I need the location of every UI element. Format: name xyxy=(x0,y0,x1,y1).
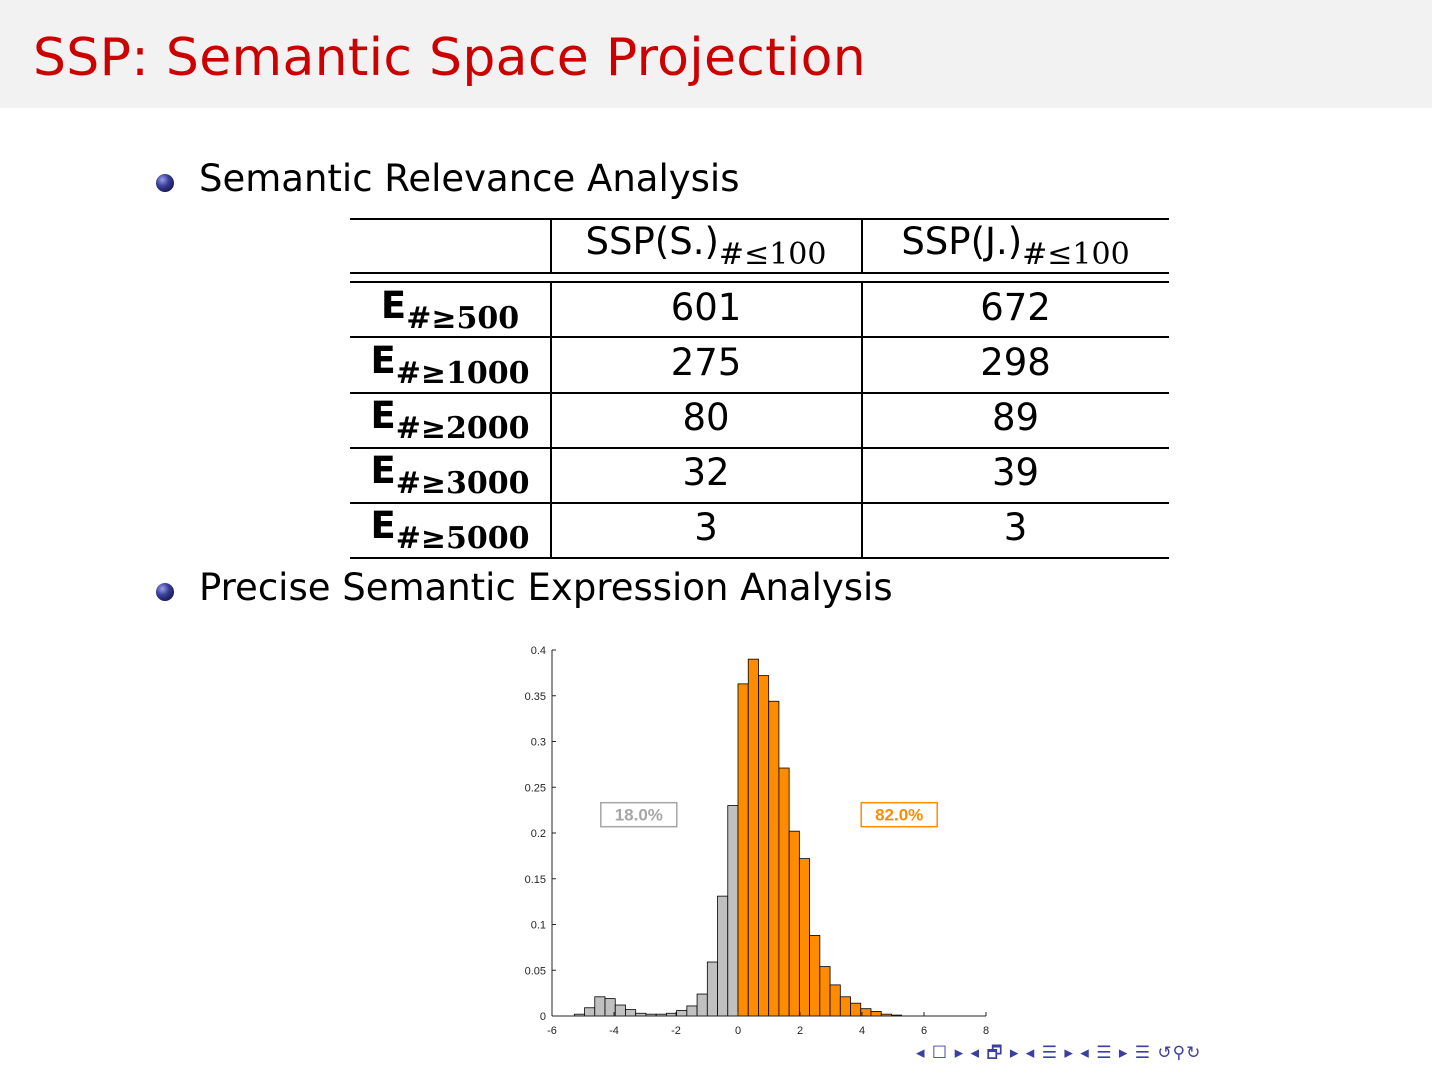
y-tick-label: 0.25 xyxy=(525,782,546,794)
axes-layer: -6 -4 -2 0 2 4 6 8 0 0.05 0.1 0.15 0.2 0.25 0.3 0.35 0.4 xyxy=(525,645,989,1037)
table-cell: 601 xyxy=(670,286,742,329)
bars-layer xyxy=(573,658,903,1017)
x-tick-label: 2 xyxy=(797,1025,803,1037)
y-tick-label: 0.05 xyxy=(525,965,546,977)
histogram-bar xyxy=(747,658,759,1017)
histogram-bar xyxy=(870,1011,882,1017)
bullet-precise-semantic: Precise Semantic Expression Analysis xyxy=(199,566,893,609)
y-tick-label: 0.4 xyxy=(531,645,546,657)
x-tick-label: 4 xyxy=(859,1025,865,1037)
row-header: E#≥2000 xyxy=(370,394,530,446)
histogram-bar xyxy=(758,675,770,1017)
table-cell: 672 xyxy=(980,286,1051,329)
results-table: SSP(S.)#≤100 SSP(J.)#≤100 E#≥500 601 672… xyxy=(350,218,1169,560)
x-tick-label: 0 xyxy=(735,1025,741,1037)
table-cell: 298 xyxy=(980,341,1051,384)
row-header: E#≥500 xyxy=(380,284,520,336)
x-tick-label: 8 xyxy=(983,1025,989,1037)
histogram-bar xyxy=(778,767,790,1017)
percentage-annotation-box xyxy=(860,801,938,828)
column-header-ssp-s: SSP(S.)#≤100 xyxy=(585,220,827,272)
histogram-bar xyxy=(829,984,841,1017)
histogram-bar xyxy=(839,996,851,1017)
histogram-bar xyxy=(696,993,708,1017)
percentage-annotation-box xyxy=(600,801,678,828)
slide-header: SSP: Semantic Space Projection xyxy=(0,0,1432,108)
table-cell: 39 xyxy=(991,451,1040,494)
table-cell: 80 xyxy=(682,396,730,439)
histogram-bar xyxy=(594,996,606,1017)
histogram-bar xyxy=(809,935,821,1017)
bullet-semantic-relevance: Semantic Relevance Analysis xyxy=(199,157,740,200)
percentage-annotation: 18.0% xyxy=(615,806,663,825)
y-tick-label: 0.1 xyxy=(531,920,546,932)
x-tick-label: 6 xyxy=(921,1025,927,1037)
table-cell: 3 xyxy=(694,506,718,549)
annotations-layer: 18.0% 82.0% xyxy=(600,801,938,828)
histogram-bar xyxy=(737,683,749,1017)
histogram-bar xyxy=(676,1010,688,1017)
histogram-bar xyxy=(819,966,831,1017)
row-header: E#≥5000 xyxy=(370,504,530,556)
row-header: E#≥1000 xyxy=(370,339,530,391)
slide-title: SSP: Semantic Space Projection xyxy=(33,28,866,88)
y-tick-label: 0 xyxy=(540,1011,546,1023)
histogram-bar xyxy=(850,1002,862,1017)
histogram-bar xyxy=(717,895,729,1017)
histogram-bar xyxy=(614,1004,626,1017)
histogram-bar xyxy=(798,858,811,1017)
histogram-bar xyxy=(768,700,780,1017)
bullet-icon xyxy=(156,174,174,192)
table-cell: 275 xyxy=(670,341,742,384)
table-cell: 32 xyxy=(682,451,730,494)
y-tick-label: 0.2 xyxy=(531,828,546,840)
column-header-ssp-j: SSP(J.)#≤100 xyxy=(901,220,1130,272)
table-cell: 3 xyxy=(1003,506,1028,549)
histogram-chart: -6 -4 -2 0 2 4 6 8 0 0.05 0.1 0.15 0.2 0.25 0.3 0.35 0.4… xyxy=(525,645,989,1037)
table-cell: 89 xyxy=(991,396,1040,439)
x-tick-label: -6 xyxy=(547,1025,557,1037)
y-tick-label: 0.3 xyxy=(531,737,546,749)
x-tick-label: -4 xyxy=(609,1025,619,1037)
histogram-bar xyxy=(788,830,800,1017)
percentage-annotation: 82.0% xyxy=(875,806,923,825)
y-tick-label: 0.15 xyxy=(525,874,546,886)
bullet-icon xyxy=(156,583,174,601)
x-tick-label: -2 xyxy=(671,1025,681,1037)
y-tick-label: 0.35 xyxy=(525,691,546,703)
histogram-bar xyxy=(706,961,718,1017)
histogram-bar xyxy=(686,1005,698,1017)
histogram-bar xyxy=(727,805,739,1017)
histogram-bar xyxy=(625,1009,637,1017)
beamer-navigation-icons[interactable]: ◂ ☐ ▸ ◂ 🗗 ▸ ◂ ☰ ▸ ◂ ☰ ▸ ☰ ↺⚲↻ xyxy=(916,1043,1202,1063)
histogram-bar xyxy=(584,1007,596,1017)
row-header: E#≥3000 xyxy=(370,449,530,501)
